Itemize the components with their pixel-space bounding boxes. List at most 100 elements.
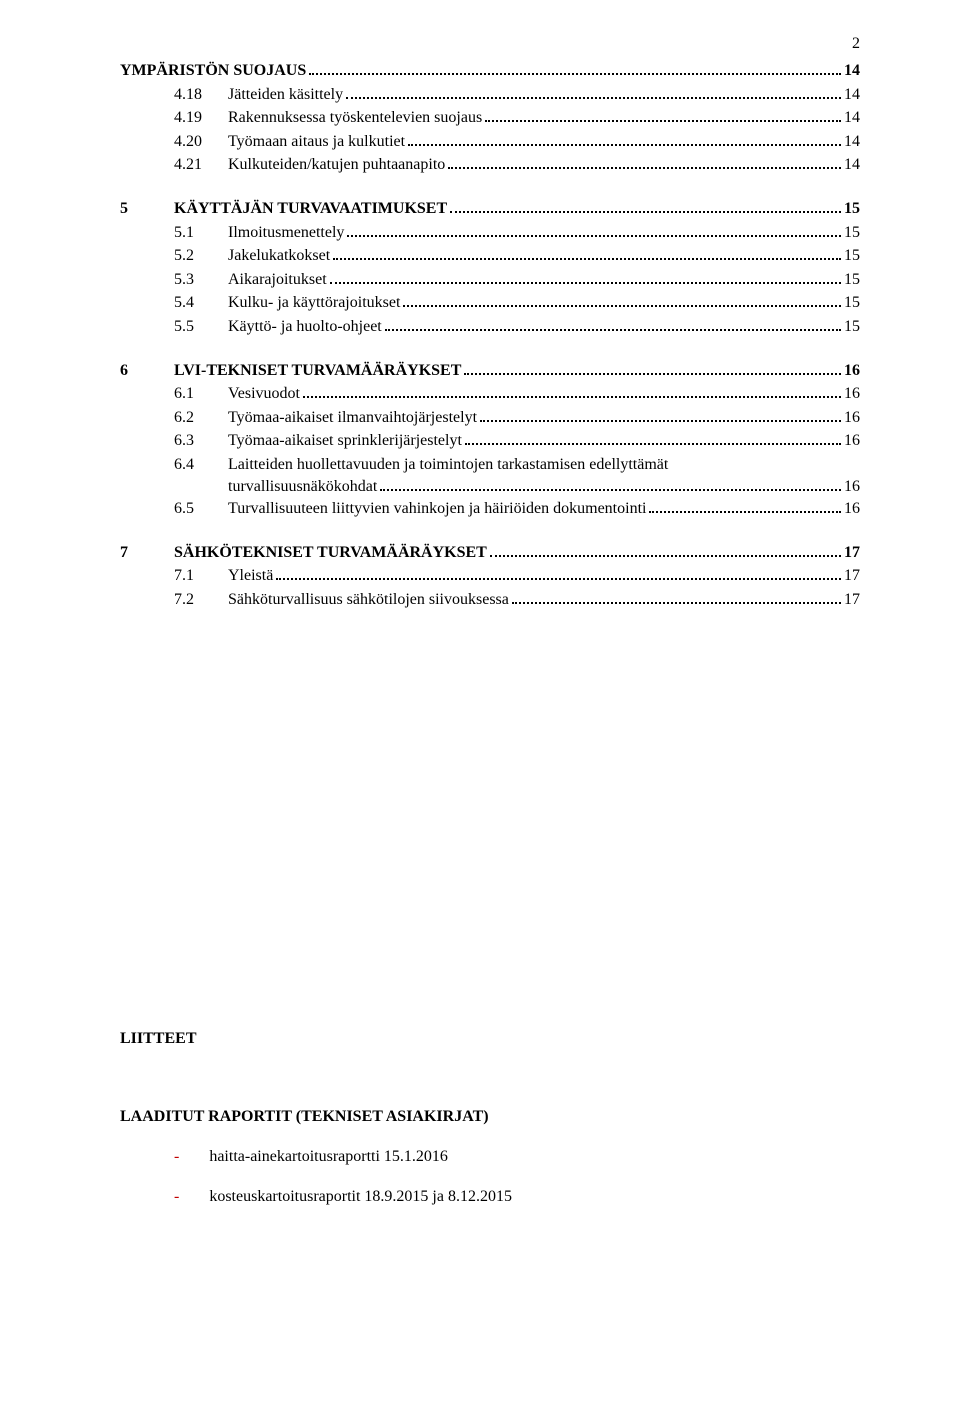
toc-page: 15 [844,269,860,291]
toc-num: 5.1 [174,222,228,244]
toc-num: 6.1 [174,383,228,405]
toc-dots [385,317,841,331]
toc-entry: 5.2 Jakelukatkokset 15 [120,245,860,267]
toc-entry: 6.4 Laitteiden huollettavuuden ja toimin… [120,454,860,476]
toc-entry: 4.18 Jätteiden käsittely 14 [120,84,860,106]
toc-num: 5 [120,198,174,220]
toc-dots [408,132,841,146]
toc-subgroup-7: 7.1 Yleistä 17 7.2 Sähköturvallisuus säh… [120,565,860,610]
toc-title: Käyttö- ja huolto-ohjeet [228,316,382,338]
bullet-dash-icon: - [174,1148,179,1166]
toc-title: Sähköturvallisuus sähkötilojen siivoukse… [228,589,509,611]
toc-entry: 6.5 Turvallisuuteen liittyvien vahinkoje… [120,498,860,520]
toc-page: 16 [844,383,860,405]
toc-num: 5.3 [174,269,228,291]
toc-dots [347,223,841,237]
toc-title: Kulku- ja käyttörajoitukset [228,292,400,314]
toc-dots [276,567,841,581]
toc-dots [485,109,841,123]
toc-heading-6: 6 LVI-TEKNISET TURVAMÄÄRÄYKSET 16 [120,360,860,382]
toc-num: 5.5 [174,316,228,338]
toc-page: 15 [844,222,860,244]
toc-page: 16 [844,407,860,429]
toc-num: 5.4 [174,292,228,314]
toc-entry-continuation: turvallisuusnäkökohdat 16 [228,478,860,497]
toc-num: 6.3 [174,430,228,452]
toc-title: turvallisuusnäkökohdat [228,478,377,496]
toc-page: 14 [844,131,860,153]
toc-dots [303,385,841,399]
toc-title: SÄHKÖTEKNISET TURVAMÄÄRÄYKSET [174,542,487,564]
toc-entry: 7.2 Sähköturvallisuus sähkötilojen siivo… [120,589,860,611]
toc-num: 7.2 [174,589,228,611]
toc-num: 4.18 [174,84,228,106]
toc-entry: 5.1 Ilmoitusmenettely 15 [120,222,860,244]
bullet-dash-icon: - [174,1188,179,1206]
toc-entry: 5.5 Käyttö- ja huolto-ohjeet 15 [120,316,860,338]
toc-page: 14 [844,154,860,176]
toc-num: 4.21 [174,154,228,176]
toc-page: 16 [844,360,860,382]
toc-page: 15 [844,316,860,338]
toc-dots [346,85,841,99]
toc-title: KÄYTTÄJÄN TURVAVAATIMUKSET [174,198,447,220]
toc-num: 7.1 [174,565,228,587]
toc-num: 4.19 [174,107,228,129]
toc-dots [309,61,841,75]
toc-entry: 4.19 Rakennuksessa työskentelevien suoja… [120,107,860,129]
toc-title: LVI-TEKNISET TURVAMÄÄRÄYKSET [174,360,461,382]
toc-num: 5.2 [174,245,228,267]
toc-title: Kulkuteiden/katujen puhtaanapito [228,154,445,176]
bullet-text: kosteuskartoitusraportit 18.9.2015 ja 8.… [209,1188,512,1206]
toc-num: 6.5 [174,498,228,520]
toc-entry: 5.4 Kulku- ja käyttörajoitukset 15 [120,292,860,314]
toc-dots [649,500,841,514]
toc-page: 16 [844,498,860,520]
toc-title: Työmaa-aikaiset ilmanvaihtojärjestelyt [228,407,477,429]
toc-page: 14 [844,84,860,106]
toc-title: Jätteiden käsittely [228,84,343,106]
toc-num: 6.4 [174,454,228,476]
toc-entry: 5.3 Aikarajoitukset 15 [120,269,860,291]
toc-entry: 4.20 Työmaan aitaus ja kulkutiet 14 [120,131,860,153]
toc-num: 6.2 [174,407,228,429]
toc-title: Yleistä [228,565,273,587]
toc-page: 17 [844,565,860,587]
toc-page: 16 [844,430,860,452]
toc-title: Jakelukatkokset [228,245,330,267]
toc-page: 17 [844,589,860,611]
toc-dots [490,543,841,557]
toc-page: 14 [844,107,860,129]
toc-dots [403,294,841,308]
toc-title: YMPÄRISTÖN SUOJAUS [120,60,306,82]
toc-title: Työmaan aitaus ja kulkutiet [228,131,405,153]
toc-dots [450,199,841,213]
toc-heading-continued: YMPÄRISTÖN SUOJAUS 14 [120,60,860,82]
toc-subgroup-6: 6.1 Vesivuodot 16 6.2 Työmaa-aikaiset il… [120,383,860,520]
toc-page: 17 [844,542,860,564]
toc-dots [465,432,841,446]
toc-title: Ilmoitusmenettely [228,222,344,244]
toc-heading-5: 5 KÄYTTÄJÄN TURVAVAATIMUKSET 15 [120,198,860,220]
toc-entry: 6.2 Työmaa-aikaiset ilmanvaihtojärjestel… [120,407,860,429]
toc-page: 16 [844,478,860,496]
toc-entry: 6.3 Työmaa-aikaiset sprinklerijärjestely… [120,430,860,452]
toc-title: Rakennuksessa työskentelevien suojaus [228,107,482,129]
toc-title: Työmaa-aikaiset sprinklerijärjestelyt [228,430,462,452]
toc-dots [480,408,841,422]
toc-num: 6 [120,360,174,382]
toc-subgroup-5: 5.1 Ilmoitusmenettely 15 5.2 Jakelukatko… [120,222,860,338]
toc-entry: 4.21 Kulkuteiden/katujen puhtaanapito 14 [120,154,860,176]
toc-dots [464,361,841,375]
page-number: 2 [852,35,860,53]
toc-title: Turvallisuuteen liittyvien vahinkojen ja… [228,498,646,520]
toc-page: 14 [844,60,860,82]
bullet-text: haitta-ainekartoitusraportti 15.1.2016 [209,1148,448,1166]
attachments-heading: LIITTEET [120,1030,860,1048]
toc-title: Vesivuodot [228,383,300,405]
toc-num: 7 [120,542,174,564]
attachments-section: LIITTEET LAADITUT RAPORTIT (TEKNISET ASI… [120,1030,860,1206]
toc-dots [330,270,841,284]
toc-num: 4.20 [174,131,228,153]
toc-page: 15 [844,245,860,267]
